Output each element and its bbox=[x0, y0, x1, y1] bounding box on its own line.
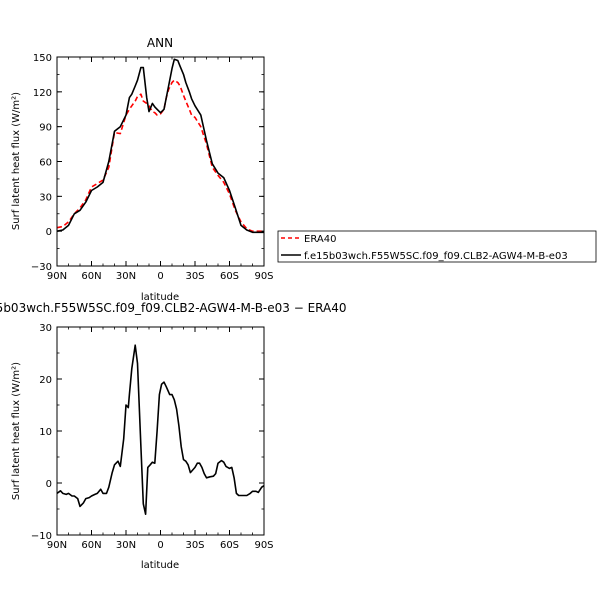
y-tick-label: −30 bbox=[31, 262, 52, 273]
y-tick-label: −10 bbox=[31, 531, 52, 542]
series-line-model bbox=[56, 58, 264, 234]
series-line-era40 bbox=[56, 79, 264, 232]
y-tick-label: 150 bbox=[33, 53, 52, 64]
legend-label-era40: ERA40 bbox=[304, 234, 336, 245]
x-tick-label: 0 bbox=[157, 540, 163, 551]
chart-title: ANN bbox=[147, 36, 173, 50]
x-axis-label: latitude bbox=[141, 560, 179, 571]
latent-heat-flux-panel: ANN 90N 60N 30N 0 30S 60S 90S1501209060300−30 … bbox=[11, 36, 274, 303]
x-tick-label: 60S bbox=[220, 271, 239, 282]
y-tick-label: 90 bbox=[39, 123, 52, 134]
y-tick-label: 20 bbox=[39, 375, 52, 386]
legend-label-model: f.e15b03wch.F55W5SC.f09_f09.CLB2-AGW4-M-… bbox=[304, 251, 568, 262]
x-tick-label: 30S bbox=[185, 271, 204, 282]
series-line-difference bbox=[56, 344, 265, 516]
x-tick-label: 90N bbox=[47, 271, 67, 282]
chart-title: f.e15b03wch.F55W5SC.f09_f09.CLB2-AGW4-M-… bbox=[0, 301, 347, 315]
x-tick-label: 30N bbox=[116, 540, 136, 551]
y-tick-label: 30 bbox=[39, 192, 52, 203]
plot-frame bbox=[56, 56, 265, 267]
x-tick-label: 30N bbox=[116, 271, 136, 282]
y-tick-label: 120 bbox=[33, 88, 52, 99]
plot-frame bbox=[56, 326, 265, 536]
x-tick-label: 0 bbox=[157, 271, 163, 282]
plot-content: 90N 60N 30N 0 30S 60S 90S 150 120 90 60 30 0 −30 bbox=[31, 53, 274, 282]
x-tick-label: 90S bbox=[254, 540, 273, 551]
y-axis-label: Surf latent heat flux (W/m²) bbox=[11, 92, 22, 230]
x-tick-label: 60S bbox=[220, 540, 239, 551]
x-tick-label: 90N bbox=[47, 540, 67, 551]
legend-box bbox=[277, 230, 597, 263]
y-tick-label: 0 bbox=[46, 479, 52, 490]
x-tick-label: 60N bbox=[81, 271, 101, 282]
legend: ERA40 f.e15b03wch.F55W5SC.f09_f09.CLB2-A… bbox=[277, 230, 597, 263]
difference-panel: f.e15b03wch.F55W5SC.f09_f09.CLB2-AGW4-M-… bbox=[0, 301, 347, 571]
y-tick-label: 0 bbox=[46, 227, 52, 238]
plot-content: 90N 60N 30N 0 30S 60S 90S 30 20 10 0 −10 bbox=[31, 323, 274, 551]
x-axis-label: latitude bbox=[141, 292, 179, 303]
y-tick-label: 10 bbox=[39, 427, 52, 438]
y-axis-label: Surf latent heat flux (W/m²) bbox=[11, 362, 22, 500]
y-tick-label: 60 bbox=[39, 158, 52, 169]
x-tick-label: 30S bbox=[185, 540, 204, 551]
x-tick-label: 60N bbox=[81, 540, 101, 551]
y-tick-label: 30 bbox=[39, 323, 52, 334]
x-tick-label: 90S bbox=[254, 271, 273, 282]
